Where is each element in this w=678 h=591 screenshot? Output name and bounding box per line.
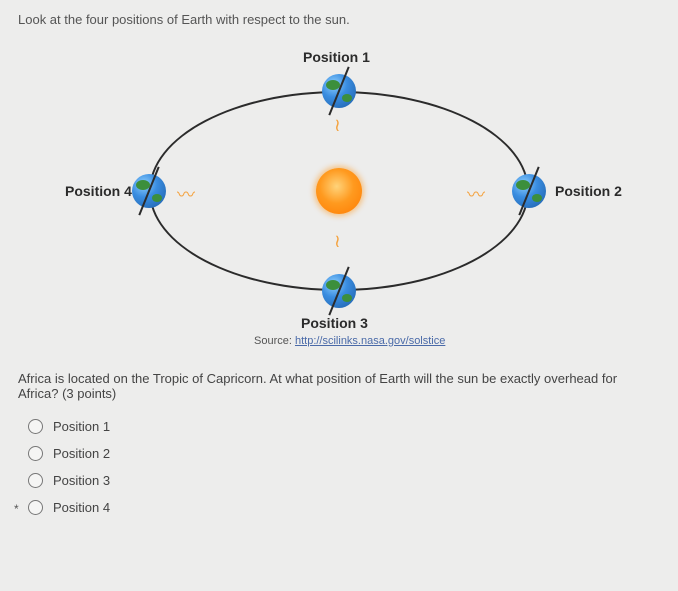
radio-icon (28, 500, 43, 515)
option-position-3[interactable]: Position 3 (28, 473, 660, 488)
ray-icon: ≀ (334, 231, 339, 252)
earth-position-4 (132, 174, 166, 208)
source-prefix: Source: (254, 335, 295, 347)
label-position-2: Position 2 (555, 183, 622, 199)
instruction-text: Look at the four positions of Earth with… (18, 12, 660, 27)
marker-icon: * (14, 502, 19, 516)
ray-icon: 〰 (177, 181, 193, 207)
label-position-4: Position 4 (65, 183, 132, 199)
source-citation: Source: http://scilinks.nasa.gov/solstic… (254, 335, 445, 347)
earth-position-1 (322, 74, 356, 108)
orbit-diagram: Position 1 ≀ Position 2 〰 Position 3 ≀ P… (79, 31, 599, 361)
option-position-2[interactable]: Position 2 (28, 446, 660, 461)
option-label: Position 2 (53, 446, 110, 461)
radio-icon (28, 446, 43, 461)
earth-position-2 (512, 174, 546, 208)
source-link[interactable]: http://scilinks.nasa.gov/solstice (295, 335, 445, 347)
ray-icon: 〰 (467, 181, 483, 207)
earth-position-3 (322, 274, 356, 308)
radio-icon (28, 473, 43, 488)
options-group: Position 1 Position 2 Position 3 * Posit… (28, 419, 660, 515)
option-position-1[interactable]: Position 1 (28, 419, 660, 434)
ray-icon: ≀ (334, 115, 339, 136)
label-position-1: Position 1 (303, 49, 370, 65)
label-position-3: Position 3 (301, 315, 368, 331)
radio-icon (28, 419, 43, 434)
option-label: Position 1 (53, 419, 110, 434)
option-position-4[interactable]: * Position 4 (28, 500, 660, 515)
option-label: Position 3 (53, 473, 110, 488)
option-label: Position 4 (53, 500, 110, 515)
question-text: Africa is located on the Tropic of Capri… (18, 371, 660, 401)
sun-icon (316, 168, 362, 214)
